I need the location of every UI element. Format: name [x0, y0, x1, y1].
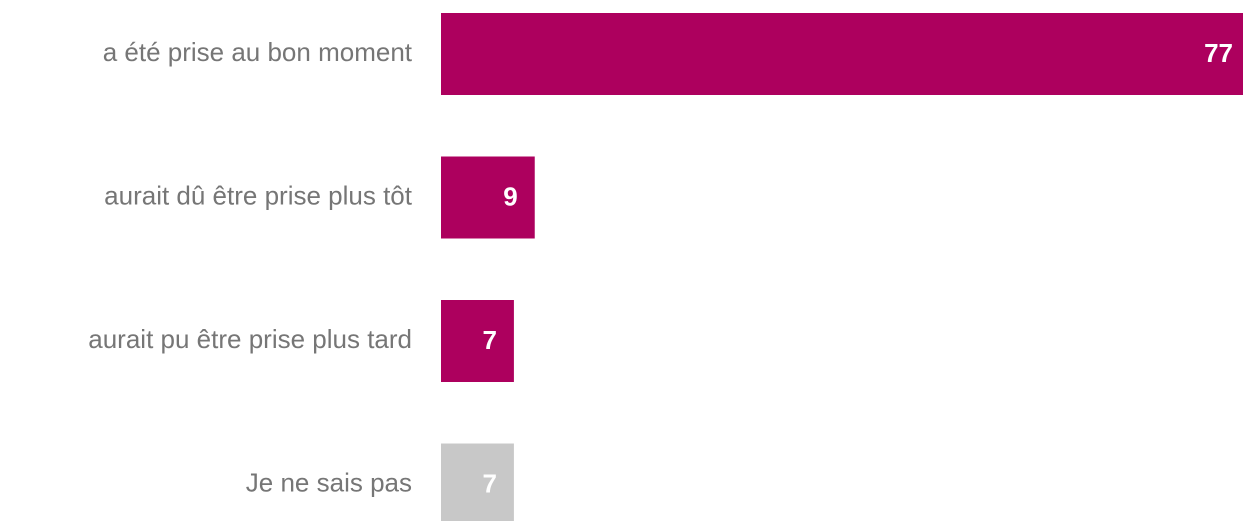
bar: [441, 300, 514, 382]
category-label: a été prise au bon moment: [103, 37, 413, 67]
category-label: Je ne sais pas: [246, 467, 412, 497]
value-label: 77: [1204, 38, 1233, 68]
bar: [441, 443, 514, 521]
category-label: aurait pu être prise plus tard: [88, 324, 412, 354]
value-label: 7: [482, 468, 496, 498]
value-label: 7: [482, 325, 496, 355]
bar: [441, 13, 1243, 95]
category-label: aurait dû être prise plus tôt: [104, 180, 413, 210]
value-label: 9: [503, 181, 517, 211]
bar: [441, 156, 535, 239]
